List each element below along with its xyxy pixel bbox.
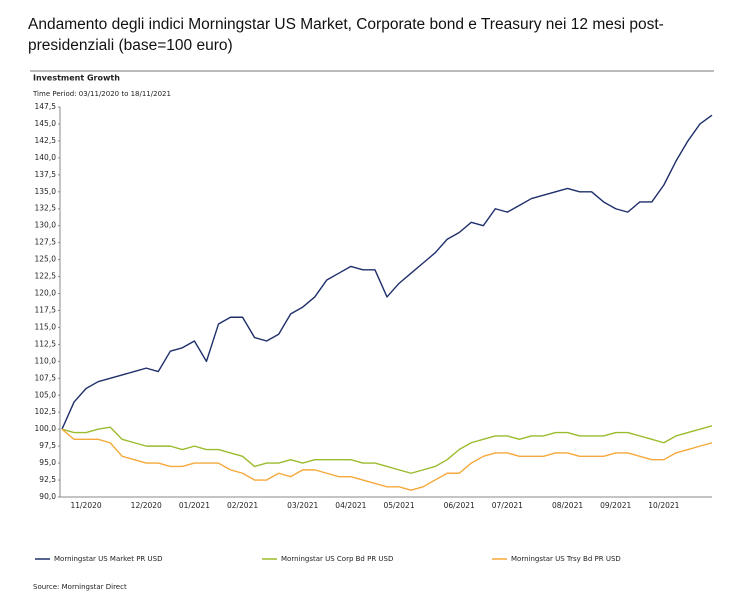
y-tick-label: 112,5 <box>35 339 57 348</box>
y-tick-label: 132,5 <box>35 204 57 213</box>
x-tick-label: 10/2021 <box>648 501 679 510</box>
y-tick-label: 97,5 <box>39 441 56 450</box>
x-tick-label: 08/2021 <box>552 501 583 510</box>
y-tick-label: 90,0 <box>39 492 56 501</box>
x-tick-label: 12/2020 <box>131 501 162 510</box>
y-tick-label: 120,0 <box>35 289 57 298</box>
y-tick-label: 110,0 <box>35 356 57 365</box>
time-period: Time Period: 03/11/2020 to 18/11/2021 <box>32 90 171 98</box>
y-tick-label: 125,0 <box>35 255 57 264</box>
x-tick-label: 03/2021 <box>287 501 318 510</box>
y-tick-label: 127,5 <box>35 238 57 247</box>
y-tick-label: 95,0 <box>39 458 56 467</box>
y-tick-label: 137,5 <box>35 170 57 179</box>
legend-label: Morningstar US Trsy Bd PR USD <box>511 555 621 563</box>
y-tick-label: 105,0 <box>35 390 57 399</box>
x-tick-label: 11/2020 <box>70 501 101 510</box>
y-tick-label: 102,5 <box>35 407 57 416</box>
x-tick-label: 05/2021 <box>383 501 414 510</box>
y-tick-label: 117,5 <box>35 305 57 314</box>
y-tick-label: 115,0 <box>35 322 57 331</box>
y-tick-label: 145,0 <box>35 119 57 128</box>
y-tick-label: 130,0 <box>35 221 57 230</box>
x-tick-label: 07/2021 <box>492 501 523 510</box>
legend-label: Morningstar US Corp Bd PR USD <box>281 555 393 563</box>
y-tick-label: 100,0 <box>35 424 57 433</box>
y-tick-label: 140,0 <box>35 153 57 162</box>
source: Source: Morningstar Direct <box>33 583 127 591</box>
series-line <box>61 425 713 474</box>
x-tick-label: 06/2021 <box>444 501 475 510</box>
x-tick-label: 02/2021 <box>227 501 258 510</box>
x-tick-label: 09/2021 <box>600 501 631 510</box>
y-tick-label: 107,5 <box>35 373 57 382</box>
x-tick-label: 01/2021 <box>179 501 210 510</box>
y-tick-label: 142,5 <box>35 136 57 145</box>
series-line <box>61 428 713 491</box>
series-line <box>61 114 713 430</box>
chart-subtitle: Investment Growth <box>33 74 120 83</box>
legend-label: Morningstar US Market PR USD <box>54 555 162 563</box>
y-tick-label: 92,5 <box>39 475 56 484</box>
y-tick-label: 135,0 <box>35 187 57 196</box>
y-tick-label: 122,5 <box>35 272 57 281</box>
chart-title: Andamento degli indici Morningstar US Ma… <box>28 16 664 54</box>
y-tick-label: 147,5 <box>35 102 57 111</box>
x-tick-label: 04/2021 <box>335 501 366 510</box>
